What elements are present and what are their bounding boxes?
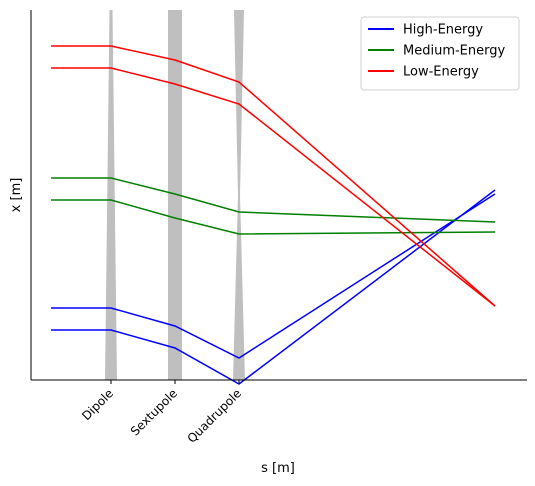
x-axis-label: s [m] xyxy=(261,461,295,476)
x-tick-label-sextupole: Sextupole xyxy=(128,386,180,438)
x-ticks: Dipole Sextupole Quadrupole xyxy=(79,380,244,446)
plot-area xyxy=(51,10,496,385)
legend-label-high-energy: High-Energy xyxy=(403,23,483,38)
legend-box xyxy=(360,16,520,91)
x-tick-label-dipole: Dipole xyxy=(79,386,116,423)
series-medium-energy-line-1 xyxy=(51,177,496,223)
element-dipole-shape xyxy=(105,10,117,380)
series-low-energy-line-2 xyxy=(51,67,496,307)
legend-label-medium-energy: Medium-Energy xyxy=(403,44,505,59)
x-tick-label-quadrupole: Quadrupole xyxy=(185,386,245,446)
y-axis-label: x [m] xyxy=(9,178,24,213)
element-quadrupole-shape xyxy=(233,10,245,380)
element-sextupole-shape xyxy=(168,10,182,380)
series-high-energy-line-1 xyxy=(51,193,496,359)
legend: High-Energy Medium-Energy Low-Energy xyxy=(360,16,520,91)
series-high-energy-line-2 xyxy=(51,189,496,385)
series-medium-energy-line-2 xyxy=(51,199,496,235)
legend-label-low-energy: Low-Energy xyxy=(403,65,479,80)
series-low-energy-line-1 xyxy=(51,45,496,307)
